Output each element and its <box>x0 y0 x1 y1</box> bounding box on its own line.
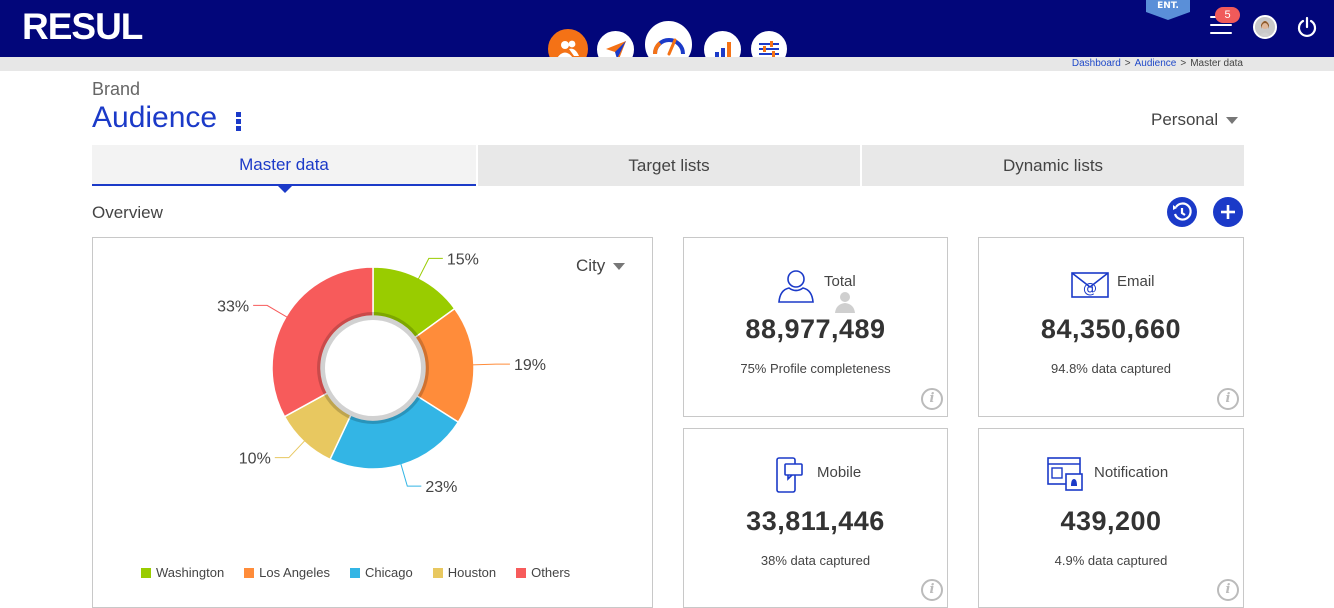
plus-icon <box>1221 205 1235 219</box>
logo[interactable]: RESUL <box>22 6 143 47</box>
stat-label: Notification <box>1094 464 1169 481</box>
kebab-menu-icon[interactable] <box>236 112 242 132</box>
slice-percent-label: 33% <box>217 298 249 315</box>
stat-label: Total <box>824 273 856 290</box>
stat-value: 439,200 <box>1060 506 1162 536</box>
history-icon <box>1173 202 1192 221</box>
info-icon[interactable]: i <box>921 579 943 601</box>
stat-card-email: @ Email 84,350,660 94.8% data captured i <box>978 237 1244 417</box>
brand-label: Brand <box>92 79 141 99</box>
legend-label: Chicago <box>365 565 413 580</box>
view-select-value: Personal <box>1151 110 1219 129</box>
edition-badge: ENT. <box>1146 0 1190 20</box>
legend-swatch <box>244 567 255 578</box>
stat-value: 33,811,446 <box>746 506 885 536</box>
breadcrumb-audience[interactable]: Audience <box>1134 58 1177 69</box>
info-icon[interactable]: i <box>1217 388 1239 410</box>
stat-label: Email <box>1117 273 1155 290</box>
svg-text:@: @ <box>1083 281 1097 297</box>
stat-subtitle: 4.9% data captured <box>1054 553 1168 568</box>
city-distribution-card: City 15% 19% 23% 10% 33% Washington Los Angel… <box>92 237 653 608</box>
breadcrumb-band <box>0 57 1334 71</box>
history-button[interactable] <box>1167 197 1197 227</box>
group-by-value: City <box>576 256 606 275</box>
user-badge-icon <box>835 292 855 313</box>
legend-item-chicago[interactable]: Chicago <box>350 565 413 580</box>
user-icon <box>778 270 814 303</box>
chevron-down-icon <box>1226 117 1239 125</box>
legend-item-houston[interactable]: Houston <box>432 565 497 580</box>
tab-label: Target lists <box>628 155 710 175</box>
tab-dynamic-lists[interactable]: Dynamic lists <box>862 145 1244 186</box>
tab-master-data[interactable]: Master data <box>92 145 476 186</box>
add-button[interactable] <box>1213 197 1243 227</box>
mobile-icon <box>776 457 803 493</box>
stat-card-mobile: Mobile 33,811,446 38% data captured i <box>683 428 948 608</box>
chevron-down-icon <box>613 263 626 271</box>
gauge-icon <box>652 37 685 55</box>
stat-subtitle: 94.8% data captured <box>1051 361 1171 376</box>
tab-target-lists[interactable]: Target lists <box>478 145 860 186</box>
power-icon[interactable] <box>1296 16 1318 38</box>
donut-slice-chicago[interactable] <box>328 394 460 470</box>
group-by-select[interactable]: City <box>576 256 626 276</box>
slice-percent-label: 23% <box>425 479 457 496</box>
legend-label: Others <box>531 565 571 580</box>
stat-card-total: Total 88,977,489 75% Profile completenes… <box>683 237 948 417</box>
legend-swatch <box>350 567 361 578</box>
bar-chart-icon <box>714 41 731 59</box>
leader-line <box>400 462 422 487</box>
legend-label: Los Angeles <box>259 565 331 580</box>
active-tab-indicator <box>278 186 292 193</box>
donut-slice-others[interactable] <box>271 266 374 418</box>
breadcrumb-dashboard[interactable]: Dashboard <box>1071 58 1121 69</box>
audience-icon <box>557 40 579 58</box>
avatar[interactable] <box>1253 15 1277 39</box>
legend-swatch <box>432 567 443 578</box>
leader-line <box>274 439 306 459</box>
donut-hole <box>325 320 421 416</box>
slice-percent-label: 10% <box>239 451 271 468</box>
legend-item-los-angeles[interactable]: Los Angeles <box>244 565 330 580</box>
chart-legend: Washington Los Angeles Chicago Houston Other… <box>141 565 570 580</box>
stat-label: Mobile <box>817 464 862 481</box>
legend-label: Houston <box>447 565 497 580</box>
stat-value: 84,350,660 <box>1040 314 1182 344</box>
stat-subtitle: 38% data captured <box>760 553 871 568</box>
donut-chart: 15% 19% 23% 10% 33% <box>217 251 546 496</box>
leader-line <box>471 363 510 366</box>
page-title: Audience <box>92 101 218 134</box>
breadcrumb-current: Master data <box>1190 58 1243 69</box>
legend-swatch <box>516 567 527 578</box>
stat-card-notification: Notification 439,200 4.9% data captured … <box>978 428 1244 608</box>
notification-count-badge: 5 <box>1215 7 1240 23</box>
stat-value: 88,977,489 <box>745 314 886 344</box>
sliders-icon <box>759 41 779 57</box>
info-icon[interactable]: i <box>1217 579 1239 601</box>
tab-label: Master data <box>239 154 329 174</box>
leader-line <box>417 257 443 281</box>
overview-title: Overview <box>92 203 163 222</box>
legend-item-washington[interactable]: Washington <box>141 565 224 580</box>
slice-percent-label: 19% <box>514 357 546 374</box>
legend-swatch <box>141 567 151 578</box>
breadcrumb: Dashboard > Audience > Master data <box>1071 58 1243 69</box>
view-select[interactable]: Personal <box>1151 110 1239 130</box>
stat-subtitle: 75% Profile completeness <box>740 361 891 376</box>
legend-item-others[interactable]: Others <box>516 565 570 580</box>
legend-label: Washington <box>156 565 225 580</box>
tab-label: Dynamic lists <box>1002 155 1104 175</box>
info-icon[interactable]: i <box>921 388 943 410</box>
slice-percent-label: 15% <box>447 251 479 268</box>
email-icon: @ <box>1071 272 1109 298</box>
notification-icon <box>1047 457 1083 491</box>
leader-line <box>253 304 289 319</box>
paper-plane-icon <box>605 40 626 59</box>
